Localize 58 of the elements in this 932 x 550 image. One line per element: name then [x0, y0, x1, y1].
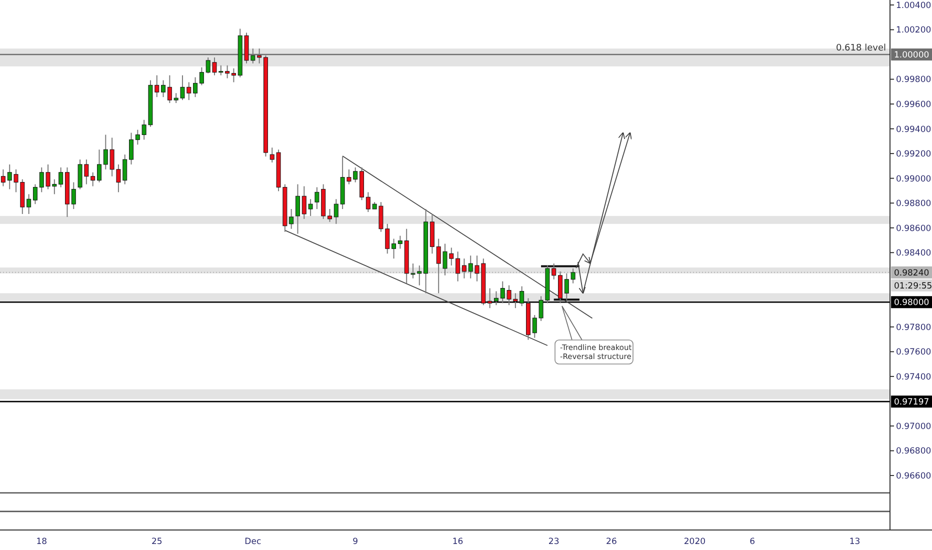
- x-tick-label: 13: [849, 537, 860, 547]
- candlestick: [58, 166, 64, 188]
- y-tick-label: 0.96800: [896, 446, 932, 457]
- candlestick: [520, 286, 524, 307]
- candlestick: [225, 64, 230, 79]
- candlestick: [199, 66, 204, 86]
- x-tick-label: 2020: [684, 537, 706, 547]
- y-tick-label: 0.97400: [896, 372, 932, 382]
- candlestick: [398, 235, 402, 250]
- candlestick: [231, 68, 236, 83]
- x-tick-label: 18: [36, 537, 48, 547]
- y-tick-label: 0.96600: [896, 471, 932, 482]
- candlestick: [488, 288, 492, 309]
- y-tick-label: 0.98600: [896, 224, 932, 234]
- y-tick-label: 0.99800: [896, 75, 932, 86]
- candlestick: [462, 258, 466, 279]
- candlestick: [366, 192, 370, 212]
- y-tick-label: 0.99600: [896, 100, 932, 110]
- candlestick: [71, 182, 76, 210]
- x-tick-label: Dec: [244, 537, 262, 547]
- candlestick: [289, 208, 294, 230]
- y-tick-label: 0.99400: [896, 124, 932, 135]
- x-tick-label: 9: [352, 537, 358, 547]
- ref-line-label: 0.97197: [894, 398, 930, 408]
- y-tick-label: 0.98800: [896, 199, 932, 210]
- x-tick-label: 6: [750, 537, 756, 547]
- candlestick: [135, 129, 140, 146]
- candlestick: [296, 184, 300, 234]
- y-tick-label: 1.00200: [896, 26, 932, 36]
- x-tick-label: 26: [606, 537, 617, 547]
- x-tick-label: 25: [151, 537, 162, 547]
- text: 01:29:55: [894, 281, 932, 292]
- candlestick: [392, 238, 396, 260]
- candlestick: [0, 168, 6, 187]
- ref-line-label: 1.00000: [894, 50, 930, 60]
- candlestick: [129, 132, 134, 165]
- y-tick-label: 0.97000: [896, 422, 932, 432]
- y-tick-label: 0.97800: [896, 322, 932, 333]
- candlestick: [26, 194, 32, 214]
- y-tick-label: 0.97600: [896, 348, 932, 358]
- annotation: 0.618 level: [836, 43, 886, 54]
- y-tick-label: 0.98400: [896, 248, 932, 259]
- candlestick: [90, 172, 96, 187]
- x-tick-label: 16: [452, 537, 464, 547]
- ref-line-label: 0.98240: [894, 268, 930, 278]
- candlestick: [161, 80, 166, 98]
- candlestick: [193, 76, 198, 98]
- candlestick: [494, 290, 498, 306]
- y-tick-label: 1.00400: [896, 0, 932, 11]
- y-tick-label: 0.99200: [896, 150, 932, 160]
- candlestick: [97, 149, 102, 183]
- x-tick-label: 23: [548, 537, 560, 547]
- y-tick-label: 0.99000: [896, 174, 932, 184]
- candlestick: [328, 208, 332, 222]
- ref-line-label: 0.98000: [894, 298, 930, 308]
- candlestick: [167, 74, 172, 104]
- candlestick: [456, 251, 460, 282]
- candlestick: [32, 184, 38, 205]
